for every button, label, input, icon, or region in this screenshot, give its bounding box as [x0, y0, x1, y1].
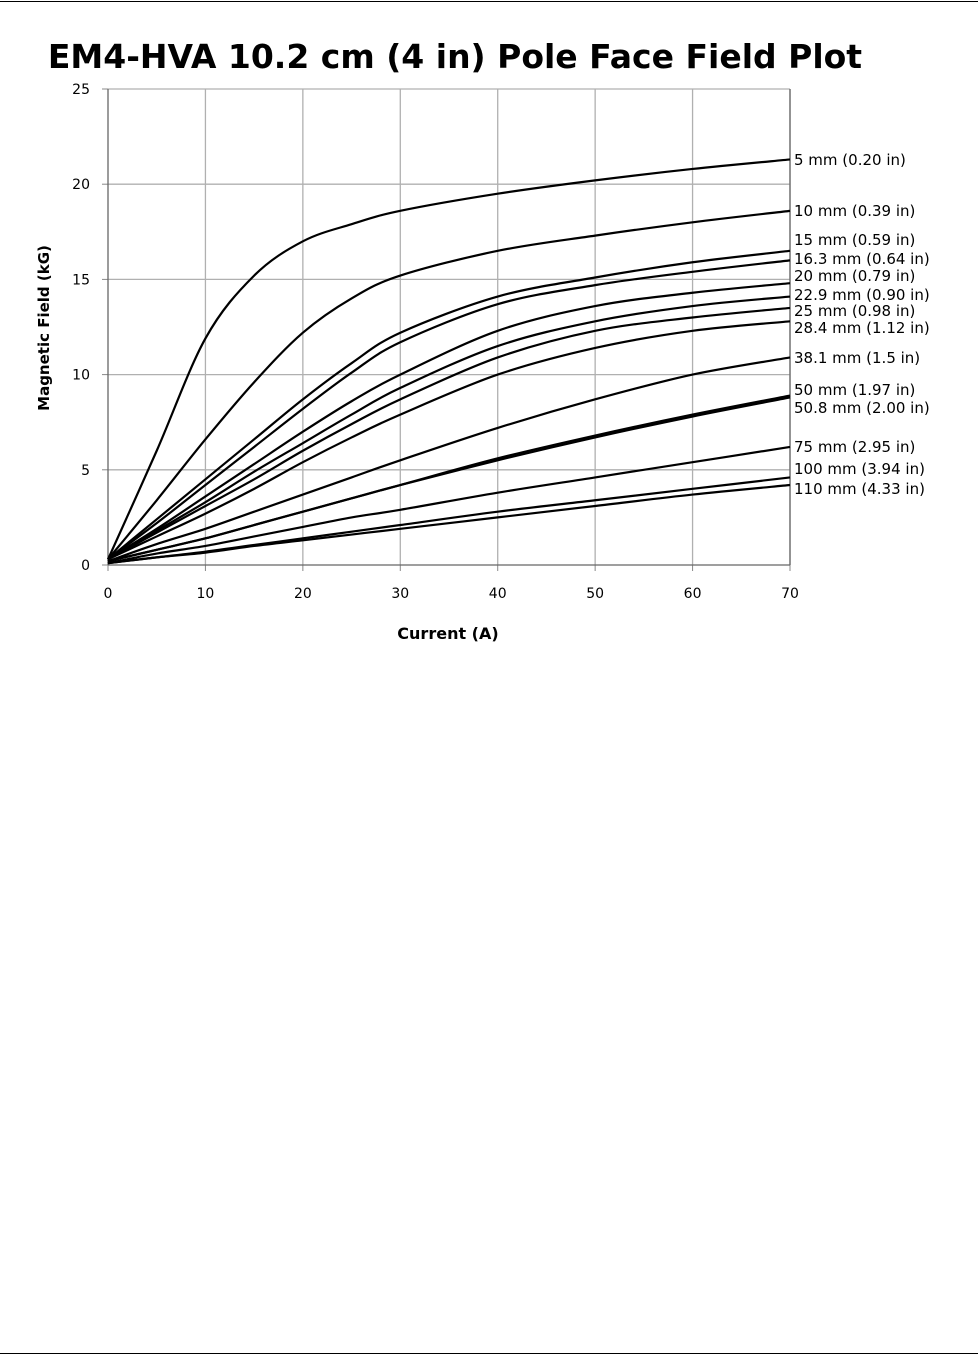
series-labels: 5 mm (0.20 in) 10 mm (0.39 in) 15 mm (0.59…: [794, 151, 930, 498]
x-tick-label: 70: [781, 586, 799, 602]
series-label: 15 mm (0.59 in): [794, 231, 915, 249]
series-line: [107, 483, 791, 565]
series-label: 50 mm (1.97 in): [794, 381, 915, 399]
y-tick-label: 0: [81, 558, 90, 574]
series-line: [107, 396, 791, 563]
top-border: [0, 1, 978, 2]
x-tick-label: 50: [586, 586, 604, 602]
series-line: [107, 356, 791, 563]
series-label: 10 mm (0.39 in): [794, 202, 915, 220]
tick-labels: 0 10 20 30 40 50 60 70 0 5 10 15 20 25: [72, 82, 799, 602]
y-tick-label: 5: [81, 463, 90, 479]
x-tick-label: 30: [391, 586, 409, 602]
series-line: [107, 259, 791, 561]
x-tick-label: 20: [294, 586, 312, 602]
series-label: 50.8 mm (2.00 in): [794, 399, 930, 417]
series-label: 5 mm (0.20 in): [794, 151, 906, 169]
series-label: 16.3 mm (0.64 in): [794, 250, 930, 268]
series-line: [106, 158, 791, 560]
series-lines: [106, 158, 791, 565]
x-axis-label: Current (A): [397, 624, 498, 643]
series-label: 20 mm (0.79 in): [794, 267, 915, 285]
series-line: [107, 306, 791, 561]
series-label: 28.4 mm (1.12 in): [794, 319, 930, 337]
series-line: [107, 249, 791, 561]
series-line: [107, 476, 791, 565]
y-axis-label: Magnetic Field (kG): [35, 245, 53, 411]
series-label: 38.1 mm (1.5 in): [794, 349, 920, 367]
x-tick-label: 0: [104, 586, 113, 602]
series-label: 110 mm (4.33 in): [794, 480, 925, 498]
x-tick-label: 40: [489, 586, 507, 602]
series-line: [107, 282, 791, 561]
series-line: [107, 320, 791, 561]
series-line: [107, 209, 791, 560]
bottom-border: [0, 1353, 978, 1354]
series-line: [107, 295, 791, 561]
series-label: 75 mm (2.95 in): [794, 438, 915, 456]
chart-title: EM4-HVA 10.2 cm (4 in) Pole Face Field P…: [48, 37, 862, 76]
y-tick-label: 20: [72, 177, 90, 193]
y-tick-label: 15: [72, 272, 90, 288]
series-label: 25 mm (0.98 in): [794, 302, 915, 320]
series-line: [107, 445, 791, 565]
x-tick-label: 60: [684, 586, 702, 602]
series-label: 22.9 mm (0.90 in): [794, 286, 930, 304]
series-label: 100 mm (3.94 in): [794, 460, 925, 478]
y-tick-label: 25: [72, 82, 90, 98]
x-tick-label: 10: [197, 586, 215, 602]
grid: [102, 88, 791, 571]
y-tick-label: 10: [72, 368, 90, 384]
